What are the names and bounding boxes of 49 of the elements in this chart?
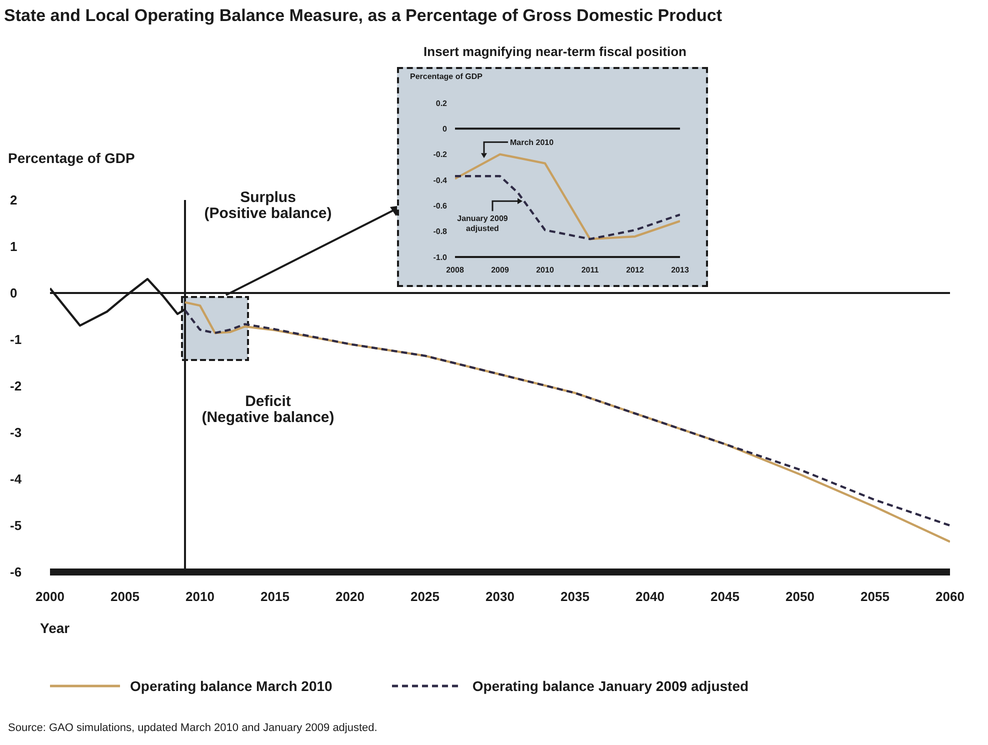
y-axis-title: Percentage of GDP bbox=[8, 150, 135, 166]
x-tick-label: 2060 bbox=[936, 589, 964, 604]
legend-label: Operating balance January 2009 adjusted bbox=[472, 678, 749, 694]
y-tick-label: 2 bbox=[10, 192, 18, 208]
annotation: Deficit (Negative balance) bbox=[200, 393, 336, 426]
y-tick-label: -6 bbox=[10, 564, 22, 580]
x-tick-label: 2050 bbox=[786, 589, 814, 604]
x-tick-label: 2045 bbox=[710, 589, 740, 604]
x-tick-label: 2035 bbox=[560, 589, 590, 604]
x-tick-label: 2010 bbox=[536, 266, 554, 275]
x-tick-label: 2020 bbox=[336, 589, 364, 604]
x-tick-label: 2010 bbox=[186, 589, 214, 604]
x-tick-label: 2009 bbox=[491, 266, 510, 275]
annotation: Surplus (Positive balance) bbox=[203, 189, 333, 222]
source-note: Source: GAO simulations, updated March 2010 and January 2009 adjusted. bbox=[8, 722, 378, 734]
y-tick-label: -1 bbox=[10, 332, 22, 348]
y-tick-label: -3 bbox=[10, 425, 22, 440]
y-tick-label: -0.2 bbox=[433, 150, 448, 160]
annotation: January 2009 adjusted bbox=[457, 214, 508, 234]
x-tick-label: 2000 bbox=[36, 589, 64, 604]
chart-title: State and Local Operating Balance Measure, as a Percentage of Gross Domestic Product bbox=[4, 6, 722, 26]
x-tick-label: 2015 bbox=[260, 589, 290, 604]
x-tick-label: 2005 bbox=[110, 589, 140, 604]
x-tick-label: 2013 bbox=[671, 266, 690, 275]
line-series bbox=[455, 153, 680, 240]
x-tick-label: 2030 bbox=[486, 589, 514, 604]
y-tick-label: -1.0 bbox=[433, 252, 448, 262]
y-tick-label: -0.8 bbox=[433, 227, 448, 236]
line-series bbox=[455, 175, 680, 240]
legend-label: Operating balance March 2010 bbox=[130, 678, 332, 694]
y-tick-label: -2 bbox=[10, 378, 22, 394]
x-tick-label: 2011 bbox=[581, 266, 600, 275]
y-axis-title: Percentage of GDP bbox=[410, 72, 482, 81]
y-tick-label: -0.4 bbox=[433, 176, 448, 185]
chart-title: Insert magnifying near-term fiscal position bbox=[422, 44, 688, 59]
y-tick-label: 1 bbox=[10, 239, 18, 254]
y-tick-label: -0.6 bbox=[433, 202, 448, 211]
y-tick-label: 0 bbox=[442, 124, 448, 134]
y-tick-label: 0 bbox=[10, 286, 18, 301]
x-tick-label: 2025 bbox=[410, 589, 440, 604]
y-tick-label: 0.2 bbox=[436, 98, 448, 108]
y-tick-label: -4 bbox=[10, 472, 22, 487]
x-tick-label: 2012 bbox=[626, 266, 644, 275]
y-tick-label: -5 bbox=[10, 518, 22, 534]
x-tick-label: 2008 bbox=[446, 266, 464, 275]
annotation: March 2010 bbox=[510, 138, 554, 148]
x-tick-label: 2040 bbox=[636, 589, 664, 604]
x-tick-label: 2055 bbox=[860, 589, 890, 604]
x-axis-title: Year bbox=[40, 620, 70, 636]
